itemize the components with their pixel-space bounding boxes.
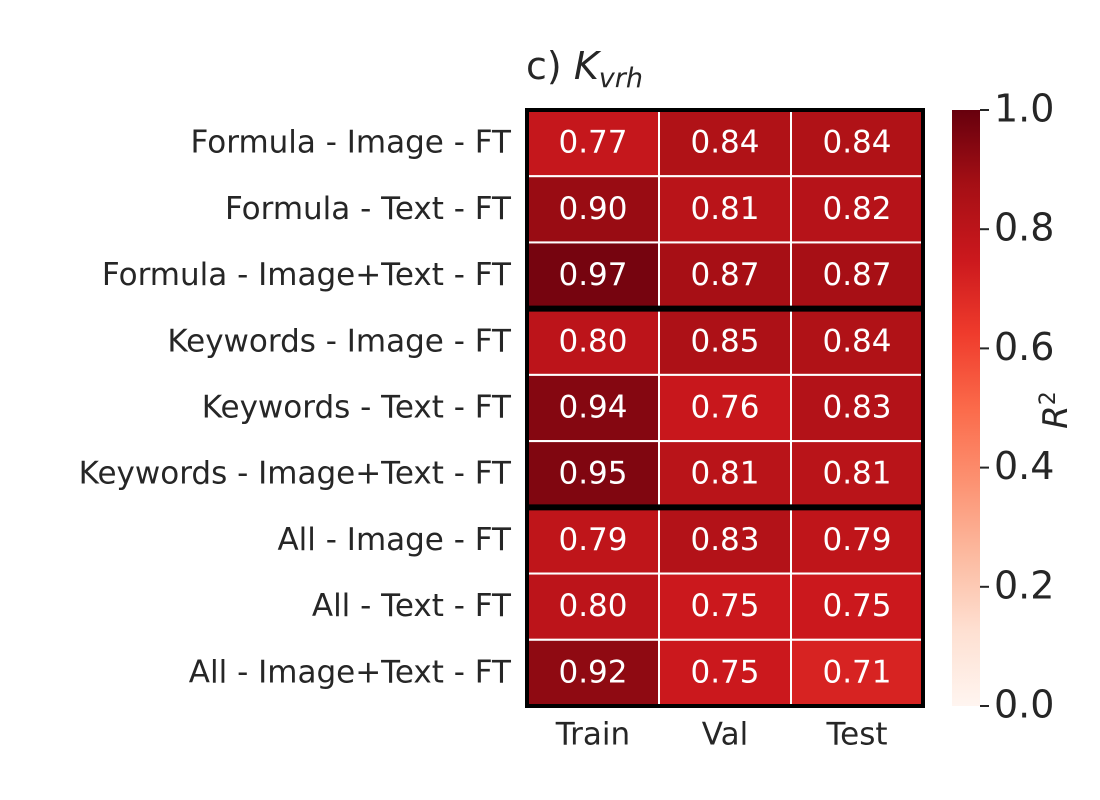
cell-value-label: 0.76	[690, 390, 759, 426]
cell-value-label: 0.84	[822, 323, 891, 359]
heatmap-cell	[790, 440, 924, 509]
cell-value-label: 0.97	[558, 257, 627, 293]
cell-value-label: 0.75	[690, 654, 759, 690]
heatmap-cell	[658, 440, 792, 509]
cell-value-label: 0.82	[822, 191, 891, 227]
heatmap-cell	[526, 506, 660, 575]
cell-value-label: 0.75	[822, 588, 891, 624]
heatmap-cell	[790, 307, 924, 376]
column-label: Test	[825, 717, 887, 753]
colorbar-tick-label: 0.4	[994, 444, 1054, 488]
cell-value-label: 0.94	[558, 390, 627, 426]
heatmap-cell	[790, 175, 924, 244]
title-symbol: K	[573, 44, 599, 88]
cell-value-label: 0.84	[690, 125, 759, 161]
row-label: All - Text - FT	[312, 588, 512, 624]
column-label: Train	[555, 717, 630, 753]
colorbar-label-exponent: 2	[1035, 391, 1061, 406]
row-label: Keywords - Image - FT	[167, 323, 512, 359]
heatmap-cell	[658, 241, 792, 310]
cell-value-label: 0.95	[558, 456, 627, 492]
heatmap-cell	[790, 506, 924, 575]
cell-value-label: 0.79	[822, 522, 891, 558]
row-label: Formula - Image+Text - FT	[102, 257, 512, 293]
cell-value-label: 0.83	[822, 390, 891, 426]
cell-value-label: 0.79	[558, 522, 627, 558]
cell-value-label: 0.80	[558, 588, 627, 624]
heatmap-cell	[658, 109, 792, 178]
heatmap-cell	[526, 109, 660, 178]
colorbar-tick-label: 0.6	[994, 325, 1054, 369]
colorbar-tick-label: 0.8	[994, 206, 1054, 250]
colorbar	[952, 110, 980, 706]
row-label: All - Image - FT	[277, 522, 512, 558]
column-label: Val	[702, 717, 748, 753]
cell-value-label: 0.87	[822, 257, 891, 293]
heatmap-cell	[526, 572, 660, 641]
row-label: Keywords - Text - FT	[202, 390, 512, 426]
row-label: Formula - Text - FT	[225, 191, 512, 227]
colorbar-tick-label: 0.2	[994, 563, 1054, 607]
colorbar-label-symbol: R	[1036, 405, 1077, 429]
title-subscript: vrh	[598, 63, 643, 94]
heatmap-cell	[526, 307, 660, 376]
cell-value-label: 0.77	[558, 125, 627, 161]
cell-value-label: 0.80	[558, 323, 627, 359]
heatmap-cell	[658, 572, 792, 641]
chart-title: c) Kvrh	[526, 44, 643, 94]
cell-value-label: 0.81	[690, 456, 759, 492]
row-label: All - Image+Text - FT	[189, 654, 512, 690]
cell-value-label: 0.92	[558, 654, 627, 690]
cell-value-label: 0.85	[690, 323, 759, 359]
cell-value-label: 0.71	[822, 654, 891, 690]
cell-value-label: 0.90	[558, 191, 627, 227]
heatmap-cell	[658, 373, 792, 443]
cell-value-label: 0.87	[690, 257, 759, 293]
cell-value-label: 0.81	[690, 191, 759, 227]
heatmap-cell	[658, 506, 792, 575]
cell-value-label: 0.75	[690, 588, 759, 624]
row-label: Keywords - Image+Text - FT	[79, 456, 512, 492]
heatmap-cell	[790, 638, 924, 707]
colorbar-label: R2	[1036, 391, 1076, 429]
cell-value-label: 0.84	[822, 125, 891, 161]
cell-value-label: 0.83	[690, 522, 759, 558]
title-prefix: c)	[526, 44, 562, 88]
cell-value-label: 0.81	[822, 456, 891, 492]
row-label: Formula - Image - FT	[191, 125, 513, 161]
colorbar-tick-label: 1.0	[994, 87, 1054, 131]
colorbar-tick-label: 0.0	[994, 683, 1054, 727]
heatmap-frame	[525, 108, 925, 708]
